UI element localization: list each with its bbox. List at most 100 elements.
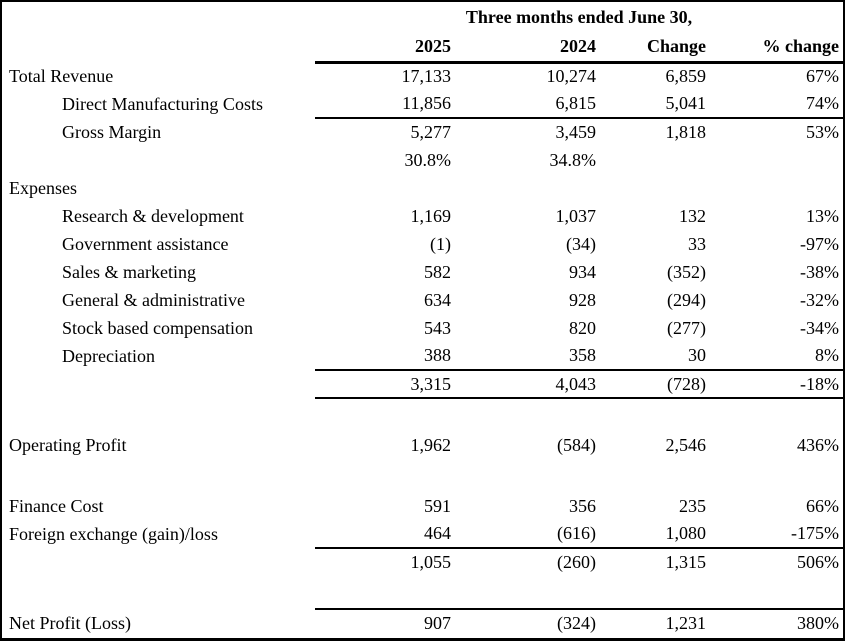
value-cell [710, 146, 843, 174]
row-label: General & administrative [62, 289, 245, 310]
table-row: Direct Manufacturing Costs 11,856 6,815 5,0… [2, 90, 843, 119]
col-header-2025: 2025 [315, 32, 455, 64]
value-cell: 5,277 [410, 122, 452, 142]
row-label: Operating Profit [9, 434, 127, 455]
value-cell: 235 [679, 495, 706, 516]
value-cell: 5,041 [600, 90, 710, 119]
value-cell: 67% [806, 66, 840, 87]
col-header-pct-change: % change [710, 32, 843, 64]
value-cell: -34% [800, 317, 840, 338]
value-cell [455, 174, 600, 202]
value-cell [600, 174, 710, 202]
value-cell: 74% [710, 90, 843, 119]
table-row: 30.8% 34.8% [2, 146, 843, 174]
value-cell: 1,315 [665, 552, 707, 572]
value-cell [600, 146, 710, 174]
value-cell: 1,080 [600, 520, 710, 549]
value-cell: (352) [667, 261, 706, 282]
value-cell: 1,962 [410, 434, 452, 455]
header-corner [2, 2, 315, 32]
row-label: Government assistance [62, 233, 229, 254]
table-row: 3,315 4,043 (728) -18% [2, 370, 843, 399]
value-cell: 30.8% [404, 149, 452, 170]
spacer-cell [2, 398, 843, 431]
spacer-cell [2, 459, 843, 492]
value-cell: (34) [566, 233, 596, 254]
value-cell: 1,818 [665, 122, 707, 142]
value-cell: 4,043 [455, 370, 600, 399]
table-body: Total Revenue 17,133 10,274 6,859 67% Direct … [2, 62, 843, 637]
value-cell: (324) [455, 608, 600, 637]
value-cell: 6,815 [455, 90, 600, 119]
value-cell: (616) [455, 520, 600, 549]
table-row: Foreign exchange (gain)/loss 464 (616) 1,08… [2, 520, 843, 549]
value-cell: 358 [455, 342, 600, 371]
row-label: Research & development [62, 205, 244, 226]
row-label: Expenses [9, 177, 77, 198]
col-header-change: Change [600, 32, 710, 64]
value-cell: 1,037 [555, 205, 597, 226]
column-header-row: 2025 2024 Change % change [2, 32, 843, 64]
spacer-row [2, 459, 843, 492]
table-row: Finance Cost 591 356 235 66% [2, 492, 843, 520]
table-row: Depreciation 388 358 30 8% [2, 342, 843, 371]
row-label [2, 370, 315, 398]
row-label: Stock based compensation [62, 317, 253, 338]
table-row: Net Profit (Loss) 907 (324) 1,231 380% [2, 608, 843, 637]
value-cell: (277) [667, 317, 706, 338]
value-cell: 53% [806, 122, 840, 142]
value-cell: 591 [424, 495, 451, 516]
value-cell: 13% [806, 205, 840, 226]
value-cell: 10,274 [546, 66, 597, 87]
value-cell: 17,133 [401, 66, 452, 87]
row-label: Net Profit (Loss) [9, 612, 131, 633]
value-cell [710, 174, 843, 202]
spacer-row [2, 398, 843, 431]
table-header: Three months ended June 30, 2025 2024 Ch… [2, 2, 843, 64]
header-corner [2, 32, 315, 62]
value-cell: 11,856 [315, 90, 455, 119]
value-cell: 582 [424, 261, 451, 282]
table-row: Operating Profit 1,962 (584) 2,546 436% [2, 431, 843, 459]
table-row: Stock based compensation 543 820 (277) -34% [2, 314, 843, 342]
value-cell: 506% [797, 552, 840, 572]
value-cell: -18% [710, 370, 843, 399]
col-header-2024: 2024 [455, 32, 600, 64]
value-cell: 1,169 [410, 205, 452, 226]
row-label: Sales & marketing [62, 261, 196, 282]
value-cell: 34.8% [549, 149, 597, 170]
value-cell: -175% [710, 520, 843, 549]
value-cell: 436% [797, 434, 840, 455]
table-row: 1,055 (260) 1,315 506% [2, 548, 843, 576]
value-cell: (260) [557, 552, 596, 572]
table-row: Expenses [2, 174, 843, 202]
value-cell: 66% [806, 495, 840, 516]
value-cell: 634 [424, 289, 451, 310]
row-label: Gross Margin [62, 121, 162, 142]
table-row: Total Revenue 17,133 10,274 6,859 67% [2, 62, 843, 90]
value-cell [315, 174, 455, 202]
table-row: Government assistance (1) (34) 33 -97% [2, 230, 843, 258]
value-cell: 1,231 [600, 608, 710, 637]
value-cell: -32% [800, 289, 840, 310]
value-cell: 380% [710, 608, 843, 637]
table-row: General & administrative 634 928 (294) -32% [2, 286, 843, 314]
period-title: Three months ended June 30, [465, 6, 693, 27]
value-cell: 356 [569, 495, 596, 516]
value-cell: 8% [710, 342, 843, 371]
row-label: Direct Manufacturing Costs [62, 93, 263, 114]
value-cell: 30 [600, 342, 710, 371]
value-cell: 820 [569, 317, 596, 338]
value-cell: 907 [315, 608, 455, 637]
value-cell: -97% [800, 233, 840, 254]
value-cell: (294) [667, 289, 706, 310]
row-label [2, 146, 315, 174]
value-cell: 33 [688, 233, 706, 254]
value-cell: (728) [600, 370, 710, 399]
value-cell: (1) [430, 233, 451, 254]
row-label [2, 548, 315, 576]
value-cell: 3,459 [555, 122, 597, 142]
value-cell: 2,546 [665, 434, 707, 455]
